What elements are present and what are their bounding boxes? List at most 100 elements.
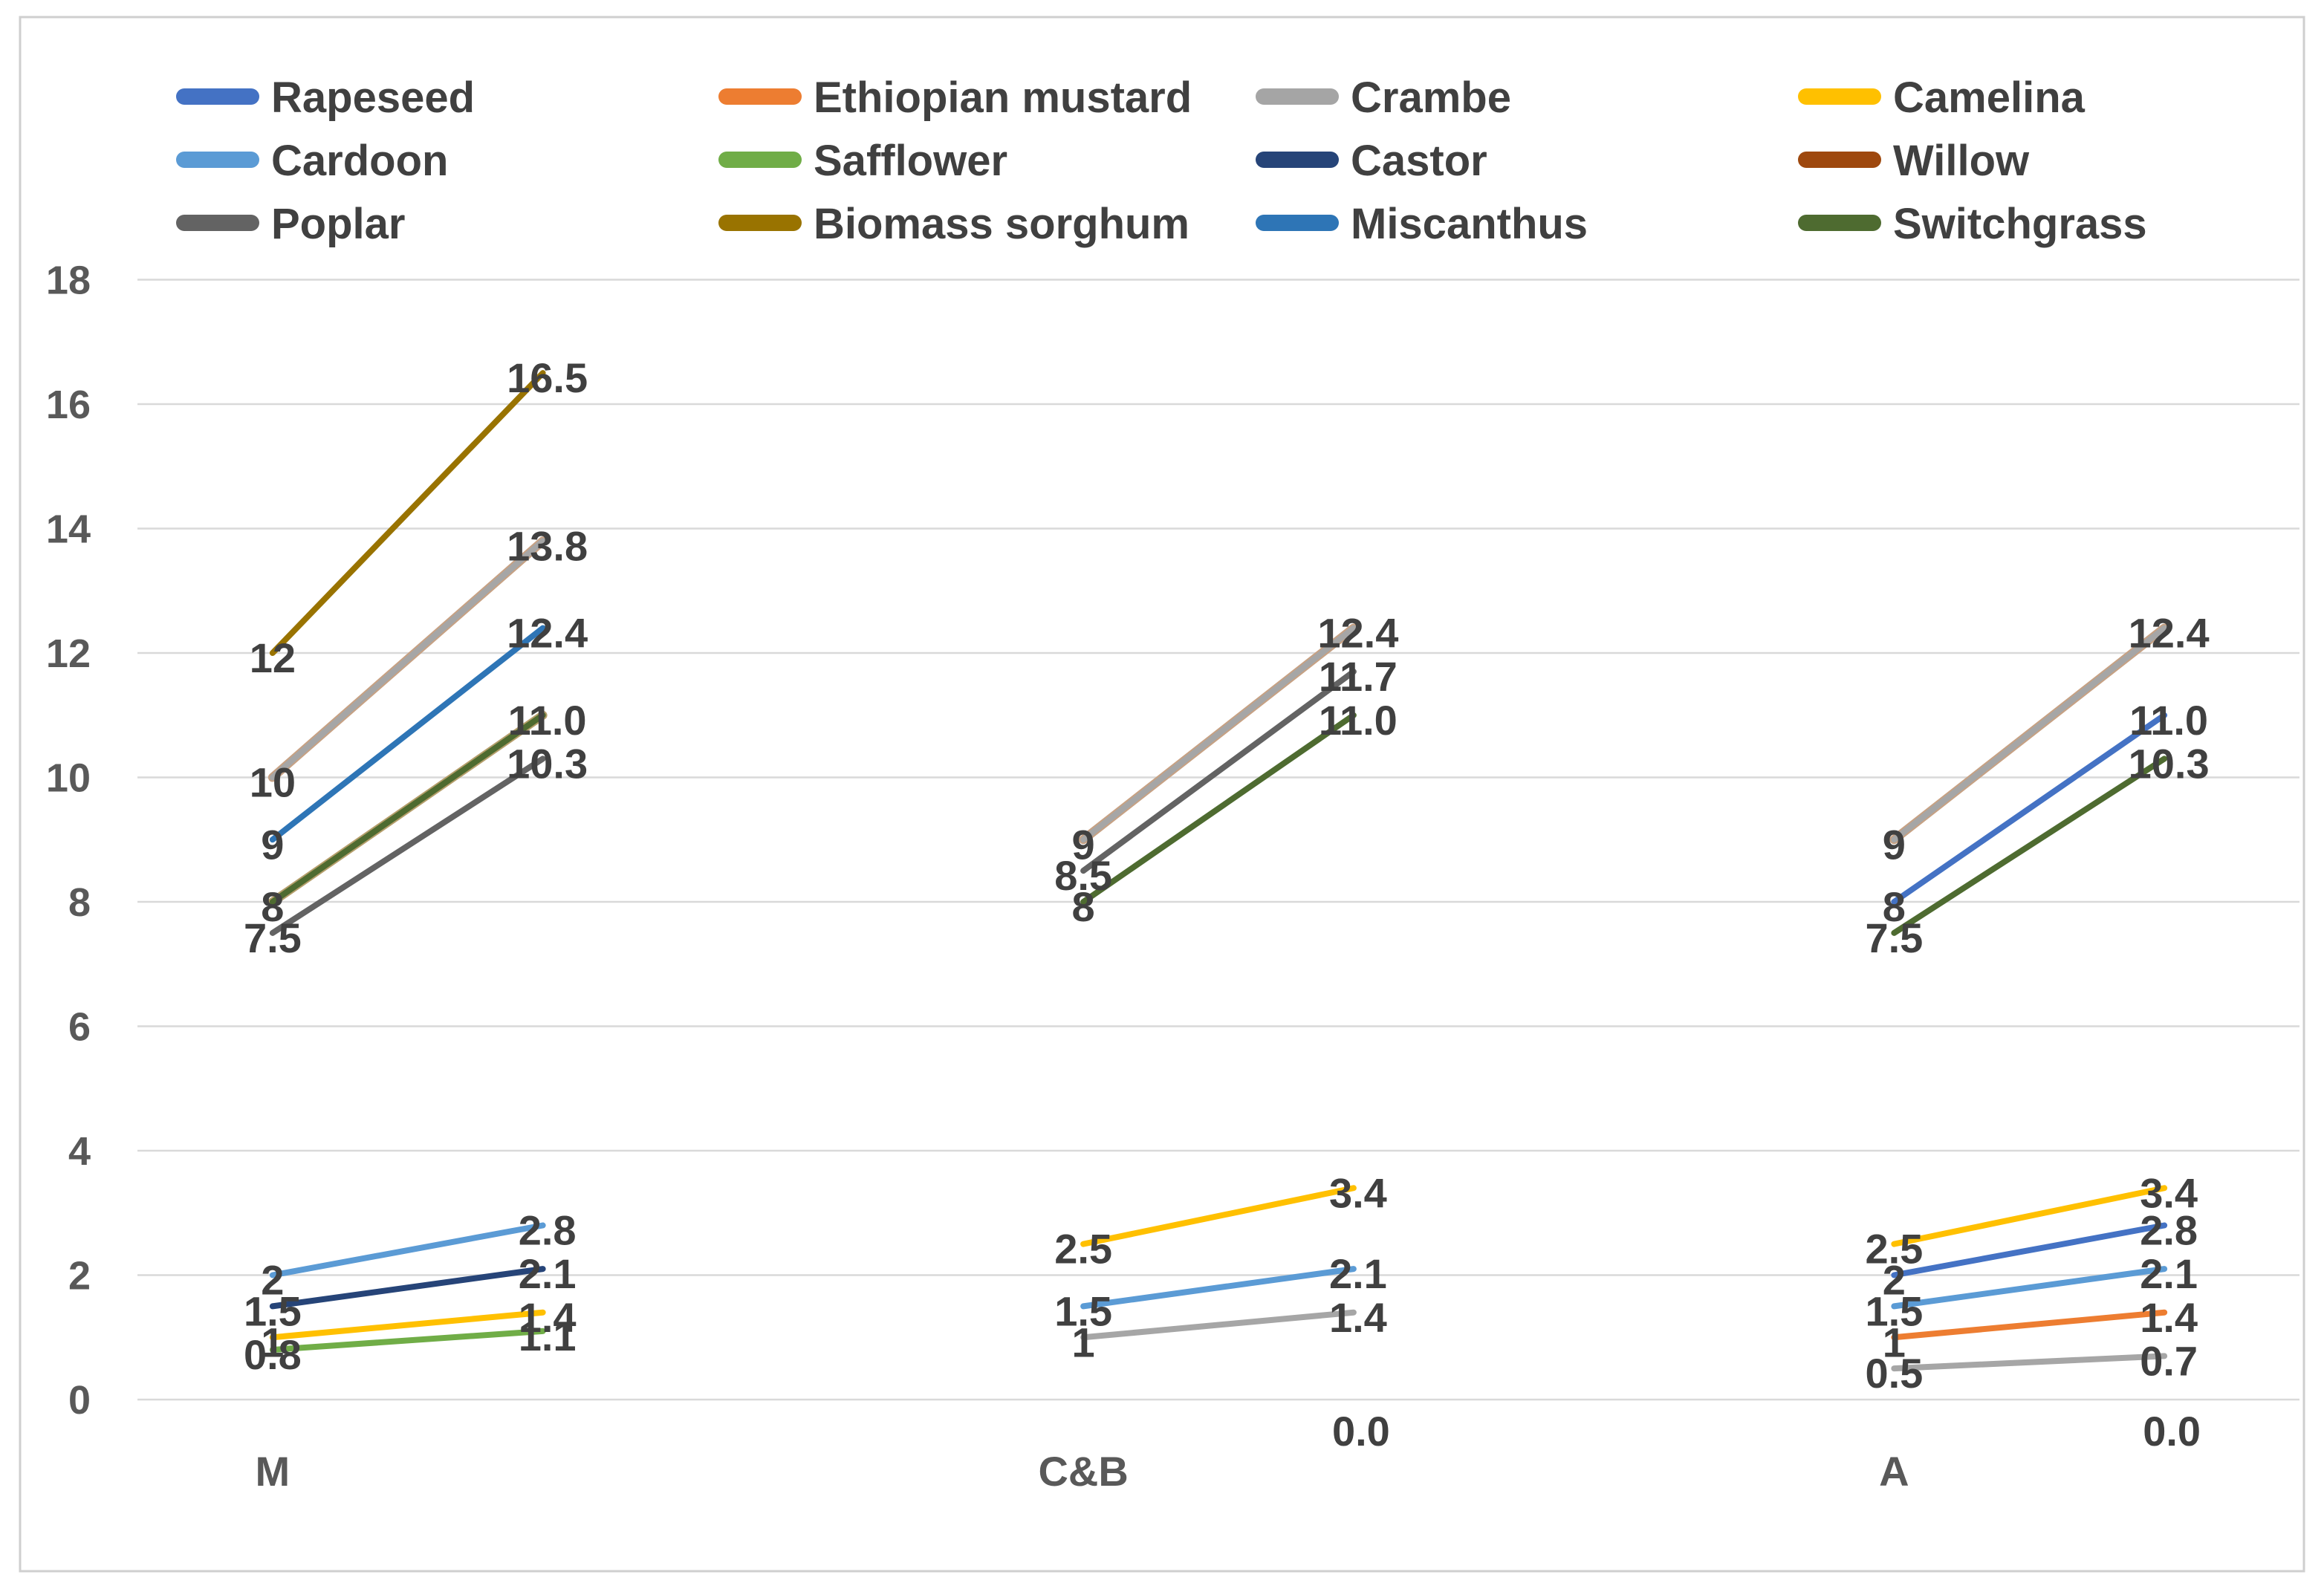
data-label-start: 9 — [261, 821, 284, 868]
data-label-end: 1.1 — [519, 1313, 577, 1359]
legend-item-rapeseed: Rapeseed — [176, 74, 475, 122]
legend-swatch — [1798, 152, 1881, 168]
legend-label: Crambe — [1351, 74, 1511, 122]
chart-line — [269, 1266, 546, 1310]
legend-item-willow: Willow — [1798, 137, 2030, 185]
y-axis-tick-label: 2 — [68, 1254, 91, 1299]
x-axis-category-label: A — [1879, 1448, 1909, 1495]
legend-label: Safflower — [814, 137, 1007, 185]
data-label-end: 13.8 — [507, 522, 588, 569]
legend-label: Miscanthus — [1351, 200, 1588, 248]
chart-line — [269, 625, 546, 843]
data-label-end: 11.0 — [2129, 697, 2208, 744]
data-label-end: 11.0 — [1319, 697, 1398, 744]
data-label-end: 10.3 — [2129, 740, 2210, 787]
y-axis-tick-label: 0 — [68, 1378, 91, 1423]
legend-item-camelina: Camelina — [1798, 74, 2086, 122]
chart-line — [269, 370, 546, 656]
legend-item-switchgrass: Switchgrass — [1798, 200, 2147, 248]
data-label-end: 11.0 — [508, 697, 587, 744]
data-label-start: 8.5 — [1054, 852, 1112, 899]
chart-line — [1080, 669, 1357, 874]
chart-line — [1891, 712, 2168, 905]
data-label-end: 1.4 — [2140, 1294, 2198, 1341]
data-label-start: 7.5 — [244, 914, 302, 961]
data-label-end: 3.4 — [1329, 1169, 1387, 1216]
chart-line — [269, 1222, 546, 1278]
data-label-start: 1 — [1072, 1319, 1095, 1365]
data-label-start: 8 — [261, 883, 284, 930]
legend-item-castor: Castor — [1256, 137, 1487, 185]
data-label-end: 12.4 — [1317, 610, 1398, 657]
legend-swatch — [1256, 88, 1339, 105]
legend-label: Biomass sorghum — [814, 200, 1189, 248]
chart-line — [269, 1309, 546, 1341]
chart-border — [19, 16, 2305, 1573]
data-label-start: 1.5 — [1865, 1287, 1923, 1334]
legend-item-safflower: Safflower — [718, 137, 1007, 185]
y-axis-tick-label: 12 — [46, 631, 91, 676]
chart-line — [269, 755, 546, 936]
legend-label: Cardoon — [271, 137, 448, 185]
chart-line — [1891, 755, 2168, 936]
legend-swatch — [1256, 215, 1339, 231]
chart-line — [1891, 1353, 2168, 1372]
legend-item-biomass-sorghum: Biomass sorghum — [718, 200, 1189, 248]
chart-line — [1891, 1266, 2168, 1310]
legend-item-crambe: Crambe — [1256, 74, 1511, 122]
legend-swatch — [176, 88, 259, 105]
data-label-start: 2 — [1883, 1257, 1906, 1304]
chart-line — [1080, 625, 1357, 843]
data-label-start: 2.5 — [1054, 1226, 1112, 1273]
data-label-start: 10 — [250, 759, 296, 806]
data-label-start: 0.5 — [1865, 1350, 1923, 1397]
legend-swatch — [176, 152, 259, 168]
chart-line — [1891, 1185, 2168, 1247]
data-label-end: 12.4 — [507, 610, 588, 657]
legend-swatch — [1798, 215, 1881, 231]
legend-swatch — [176, 215, 259, 231]
data-label-start: 9 — [1072, 821, 1095, 868]
data-label-end: 2.8 — [519, 1207, 577, 1254]
legend-swatch — [718, 152, 802, 168]
data-label-start: 1.5 — [244, 1287, 302, 1334]
data-label-end: 2.8 — [2140, 1207, 2198, 1254]
x-axis-category-label: M — [256, 1448, 290, 1495]
legend-label: Poplar — [271, 200, 406, 248]
y-axis-tick-label: 8 — [68, 880, 91, 925]
y-axis-tick-label: 4 — [68, 1129, 91, 1174]
chart-line — [269, 712, 546, 905]
legend-label: Willow — [1893, 137, 2030, 185]
legend-swatch — [718, 88, 802, 105]
data-label-start: 1.5 — [1054, 1287, 1112, 1334]
data-label-end: 2.1 — [1329, 1250, 1387, 1297]
data-label-start: 12 — [250, 634, 296, 681]
legend-label: Camelina — [1893, 74, 2086, 122]
data-label-zero: 0.0 — [2143, 1408, 2201, 1455]
data-label-start: 2 — [261, 1257, 284, 1304]
data-label-start: 2.5 — [1865, 1226, 1923, 1273]
chart-line — [1080, 1266, 1357, 1310]
data-label-start: 8 — [1072, 883, 1095, 930]
y-axis-tick-label: 18 — [46, 259, 91, 303]
chart-line — [1080, 712, 1357, 905]
y-axis-tick-label: 16 — [46, 383, 91, 427]
data-label-start: 0.8 — [244, 1331, 302, 1378]
data-label-end: 12.4 — [2129, 610, 2210, 657]
legend-item-ethiopian-mustard: Ethiopian mustard — [718, 74, 1192, 122]
legend-swatch — [718, 215, 802, 231]
legend-label: Ethiopian mustard — [814, 74, 1192, 122]
legend-item-cardoon: Cardoon — [176, 137, 448, 185]
legend-label: Switchgrass — [1893, 200, 2147, 248]
chart-line — [1080, 1185, 1357, 1247]
y-axis-tick-label: 10 — [46, 756, 91, 801]
y-axis-tick-label: 6 — [68, 1005, 91, 1050]
data-label-end: 1.4 — [1329, 1294, 1387, 1341]
chart-line — [1891, 625, 2168, 843]
chart-line — [269, 538, 546, 781]
data-label-end: 1.4 — [519, 1294, 577, 1341]
legend-label: Castor — [1351, 137, 1487, 185]
legend-item-poplar: Poplar — [176, 200, 406, 248]
